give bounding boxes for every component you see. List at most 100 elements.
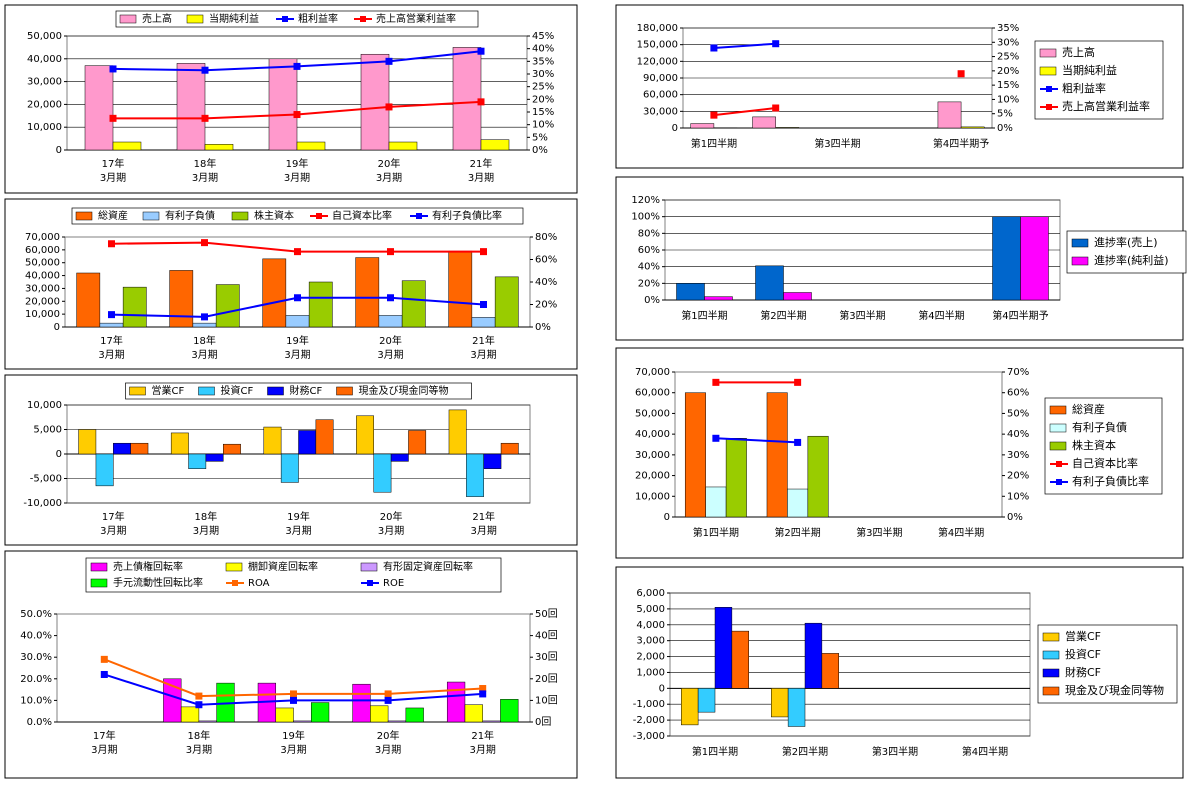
- bar: [188, 453, 207, 469]
- legend-label: 財務CF: [290, 384, 323, 397]
- y-tick-label: 60,000: [25, 245, 60, 256]
- y-tick-label: 120,000: [637, 56, 678, 67]
- y-tick-label: 20%: [638, 278, 660, 289]
- y-tick-label: 70,000: [635, 367, 670, 378]
- marker: [384, 696, 392, 704]
- bar: [204, 144, 234, 151]
- legend-label: 自己資本比率: [332, 209, 392, 222]
- legend-swatch: [1042, 632, 1060, 642]
- y-tick-label: 50,000: [25, 258, 60, 269]
- marker: [479, 685, 487, 693]
- y-tick-label: 3,000: [636, 636, 665, 647]
- legend-label: 粗利益率: [298, 12, 338, 25]
- bar: [500, 699, 519, 723]
- y2-tick-label: 20%: [535, 300, 557, 311]
- y2-tick-label: 60%: [1007, 388, 1029, 399]
- x-tick-label: 3月期: [186, 744, 212, 756]
- y-tick-label: 120%: [631, 195, 660, 206]
- marker: [201, 66, 209, 74]
- legend-label: 有利子負債: [1072, 420, 1127, 434]
- x-tick-label: 17年: [93, 729, 116, 742]
- x-tick-label: 3月期: [284, 172, 310, 184]
- legend-label: 現金及び現金同等物: [1065, 683, 1164, 697]
- bar: [370, 705, 389, 723]
- bar: [937, 101, 962, 129]
- bar: [122, 286, 147, 328]
- x-tick-label: 第1四半期: [681, 309, 727, 322]
- y-tick-label: 30,000: [643, 106, 678, 117]
- bar: [500, 442, 519, 455]
- legend-swatch: [1071, 256, 1089, 266]
- legend-swatch: [186, 14, 204, 24]
- legend-label: 進捗率(売上): [1094, 235, 1158, 249]
- y2-tick-label: 0%: [1007, 512, 1023, 523]
- bar: [355, 257, 380, 328]
- bar: [731, 630, 749, 689]
- y-tick-label: 0: [56, 145, 62, 156]
- y2-tick-label: 80%: [535, 232, 557, 243]
- y2-tick-label: 40%: [1007, 429, 1029, 440]
- y2-tick-label: 10%: [1007, 491, 1029, 502]
- legend-box: [71, 207, 524, 225]
- legend-label: 進捗率(純利益): [1094, 253, 1169, 267]
- x-tick-label: 第4四半期: [938, 526, 984, 539]
- y-tick-label: 40,000: [635, 429, 670, 440]
- x-tick-label: 第2四半期: [782, 745, 828, 758]
- y2-tick-label: 20%: [1007, 471, 1029, 482]
- x-tick-label: 20年: [377, 729, 400, 742]
- y-tick-label: 80%: [638, 228, 660, 239]
- legend-swatch: [1056, 479, 1062, 485]
- marker: [385, 103, 393, 111]
- y-tick-label: 70,000: [25, 232, 60, 243]
- legend-box: [115, 10, 479, 28]
- x-tick-label: 18年: [194, 157, 217, 170]
- x-tick-label: 21年: [471, 729, 494, 742]
- bar: [401, 280, 426, 328]
- marker: [957, 70, 965, 78]
- bar: [163, 678, 182, 723]
- y-tick-label: 180,000: [637, 23, 678, 34]
- legend-swatch: [416, 213, 422, 219]
- legend-label: 現金及び現金同等物: [359, 384, 449, 397]
- marker: [294, 294, 301, 302]
- legend-label: 売上高営業利益率: [376, 12, 456, 25]
- y-tick-label: -5,000: [30, 474, 62, 485]
- legend-label: 売上高: [1062, 45, 1095, 59]
- bar: [378, 315, 403, 328]
- bar: [170, 432, 189, 455]
- marker: [109, 114, 117, 122]
- x-tick-label: 第1四半期: [692, 745, 738, 758]
- bar: [804, 622, 823, 689]
- marker: [108, 240, 115, 248]
- bar: [448, 250, 473, 328]
- legend-swatch: [129, 386, 146, 396]
- y-tick-label: -1,000: [633, 699, 665, 710]
- y-tick-label: 40%: [638, 262, 660, 273]
- y-tick-label: -10,000: [23, 498, 62, 509]
- bar: [725, 438, 747, 518]
- x-tick-label: 3月期: [285, 525, 311, 537]
- marker: [201, 313, 208, 321]
- bar: [405, 707, 424, 723]
- x-tick-label: 3月期: [98, 349, 124, 361]
- y-tick-label: 1,000: [636, 667, 665, 678]
- bar: [446, 681, 466, 723]
- bar: [390, 453, 409, 462]
- marker: [387, 294, 394, 302]
- marker: [201, 114, 209, 122]
- y-tick-label: 60,000: [635, 388, 670, 399]
- legend-label: 売上高: [142, 12, 172, 25]
- marker: [100, 670, 108, 678]
- legend-label: 株主資本: [254, 209, 294, 222]
- bar: [697, 688, 716, 713]
- bar: [388, 141, 418, 151]
- bar: [268, 58, 298, 151]
- y-tick-label: 10.0%: [20, 695, 52, 706]
- y-tick-label: 30,000: [25, 283, 60, 294]
- y-tick-label: 0%: [644, 295, 660, 306]
- x-tick-label: 第2四半期: [760, 309, 806, 322]
- legend-swatch: [1042, 668, 1060, 678]
- x-tick-label: 第3四半期: [839, 309, 885, 322]
- legend-label: 財務CF: [1065, 665, 1101, 679]
